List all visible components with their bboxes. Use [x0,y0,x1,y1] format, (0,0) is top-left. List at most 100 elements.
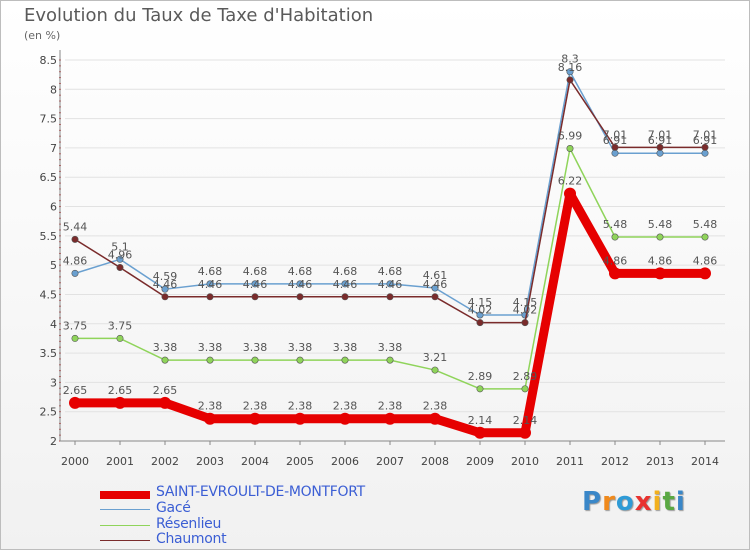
data-point [611,143,619,151]
data-point [476,311,484,319]
y-tick-label: 7 [50,142,57,155]
legend-swatch [100,525,150,526]
data-label: 4.68 [378,265,403,278]
data-label: 3.38 [198,341,223,354]
data-point [71,334,79,342]
x-tick-label: 2010 [511,455,539,468]
logo-letter: P [582,487,603,517]
data-label: 4.86 [648,254,673,267]
data-point [384,412,396,425]
data-point [341,280,349,288]
data-label: 3.38 [243,341,268,354]
logo-letter: x [634,487,653,517]
data-label: 2.38 [198,400,223,413]
data-point [656,143,664,151]
data-label: 2.14 [468,414,493,427]
data-label: 3.38 [333,341,358,354]
data-label: 2.65 [108,384,133,397]
y-unit-label: (en %) [24,29,61,42]
data-label: 2.89 [468,370,493,383]
data-label: 4.46 [153,278,178,291]
data-label: 2.38 [288,400,313,413]
legend-swatch [100,491,150,499]
data-label: 4.68 [198,265,223,278]
data-label: 2.38 [378,400,403,413]
data-label: 6.99 [558,130,583,143]
data-point [341,293,349,301]
data-label: 2.14 [513,414,538,427]
legend-label: Résenlieu [156,516,222,532]
data-label: 6.91 [693,134,718,147]
data-label: 4.96 [108,248,133,261]
x-tick-label: 2011 [556,455,584,468]
chart-title: Evolution du Taux de Taxe d'Habitation [24,5,374,26]
data-label: 5.48 [603,218,628,231]
data-label: 8.3 [561,53,579,66]
y-tick-label: 6.5 [40,171,58,184]
data-label: 4.86 [63,254,88,267]
data-point [251,280,259,288]
legend-swatch [100,540,150,541]
y-tick-label: 8 [50,83,57,96]
data-point [159,396,171,409]
x-tick-label: 2005 [286,455,314,468]
logo-letter: r [602,487,616,517]
data-point [431,293,439,301]
x-tick-label: 2001 [106,455,134,468]
data-point [654,267,666,280]
data-label: 4.46 [243,278,268,291]
data-label: 3.21 [423,351,448,364]
data-point [116,263,124,271]
proxiti-logo: Proxiti [582,487,686,517]
data-point [339,412,351,425]
data-point [519,426,531,439]
y-tick-label: 2.5 [40,406,58,419]
y-tick-label: 8.5 [40,54,58,67]
data-label: 5.48 [693,218,718,231]
y-tick-label: 4 [50,318,57,331]
data-label: 4.68 [333,265,358,278]
data-label: 6.91 [648,134,673,147]
data-label: 4.46 [198,278,223,291]
data-point [564,187,576,200]
data-label: 2.38 [243,400,268,413]
data-label: 4.02 [513,304,538,317]
data-point [116,334,124,342]
x-tick-label: 2014 [691,455,719,468]
data-label: 7.01 [648,128,673,141]
data-label: 4.61 [423,269,448,282]
y-tick-label: 4.5 [40,288,58,301]
data-label: 5.44 [63,220,88,233]
logo-letter: t [662,487,676,517]
data-point [431,284,439,292]
x-tick-label: 2002 [151,455,179,468]
x-tick-label: 2012 [601,455,629,468]
data-point [161,293,169,301]
data-label: 4.15 [468,296,493,309]
data-point [521,385,529,393]
data-point [611,233,619,241]
data-point [566,76,574,84]
data-label: 2.65 [153,384,178,397]
data-point [206,293,214,301]
data-label: 4.46 [333,278,358,291]
data-point [656,149,664,157]
data-point [341,356,349,364]
data-label: 2.89 [513,370,538,383]
y-tick-label: 5 [50,259,57,272]
y-tick-label: 6 [50,201,57,214]
data-point [71,235,79,243]
data-point [116,255,124,263]
data-point [204,412,216,425]
data-label: 4.15 [513,296,538,309]
data-point [294,412,306,425]
legend-label: Chaumont [156,531,227,547]
data-label: 3.38 [378,341,403,354]
data-point [386,280,394,288]
y-tick-label: 7.5 [40,113,58,126]
legend-label: SAINT-EVROULT-DE-MONTFORT [156,484,365,500]
x-tick-label: 2013 [646,455,674,468]
data-label: 3.38 [288,341,313,354]
data-point [476,319,484,327]
